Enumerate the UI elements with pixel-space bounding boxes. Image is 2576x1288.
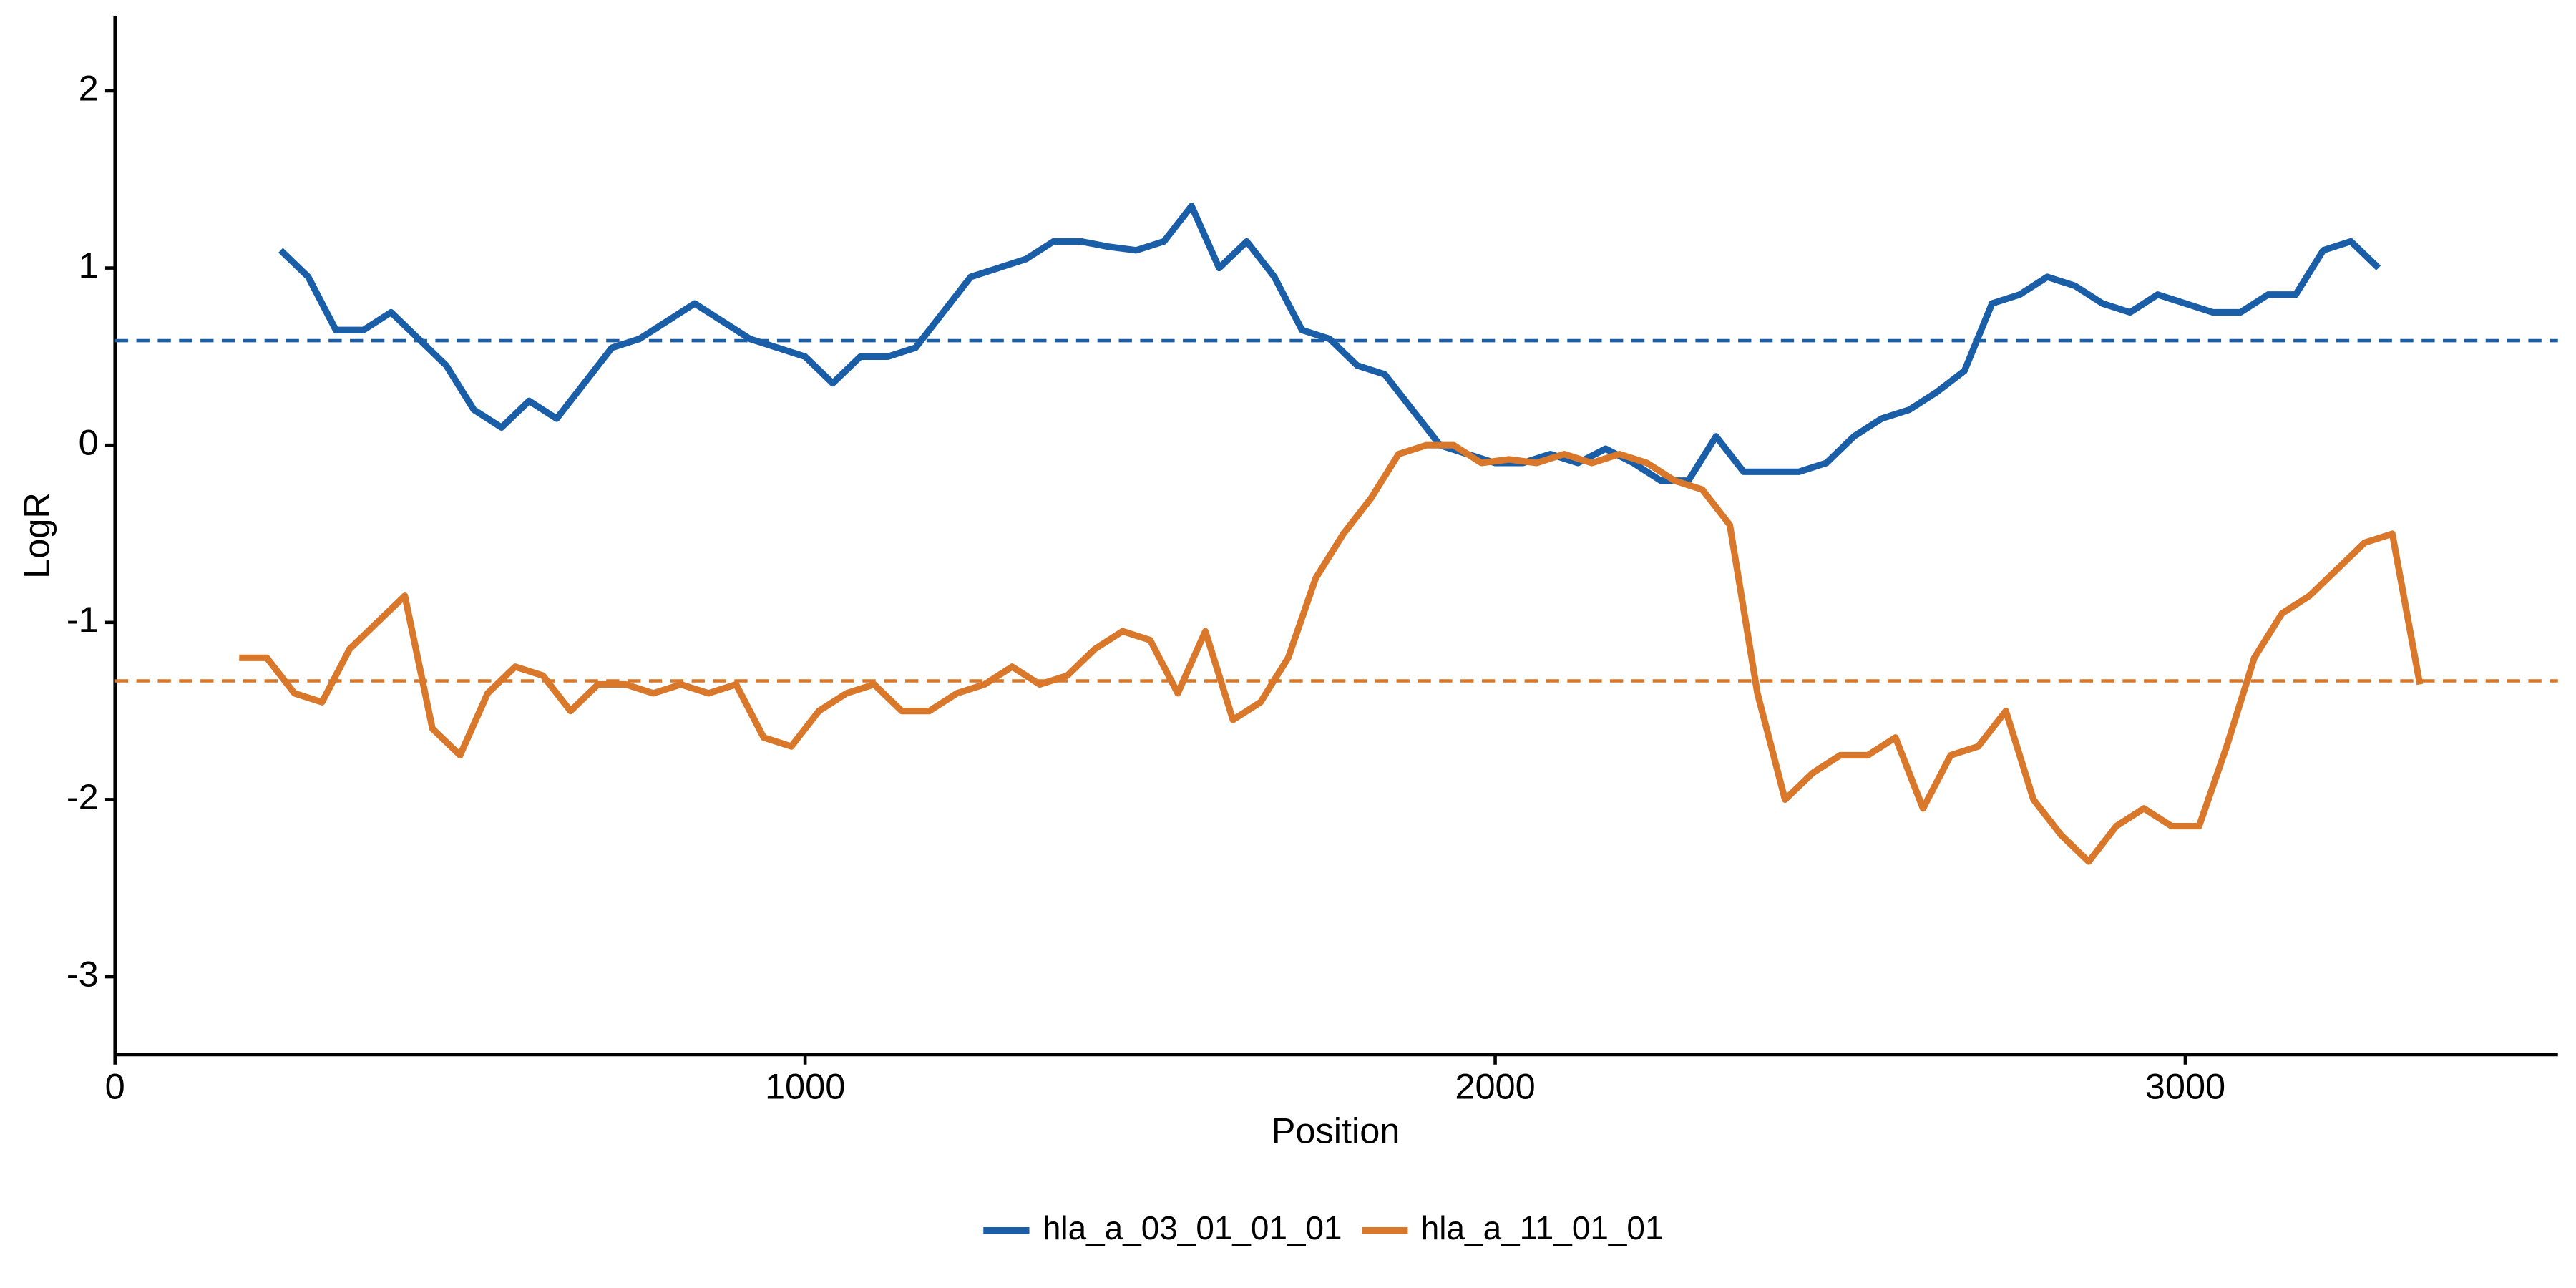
x-tick-label: 2000 — [1455, 1066, 1535, 1107]
y-tick-label: 0 — [79, 422, 99, 463]
legend-label: hla_a_11_01_01 — [1421, 1209, 1664, 1246]
x-tick-label: 0 — [105, 1066, 125, 1107]
x-tick-label: 3000 — [2145, 1066, 2225, 1107]
y-tick-label: -3 — [67, 953, 99, 994]
y-axis-title: LogR — [16, 492, 57, 579]
legend-label: hla_a_03_01_01_01 — [1043, 1209, 1342, 1246]
x-tick-label: 1000 — [765, 1066, 845, 1107]
y-tick-label: -2 — [67, 776, 99, 817]
y-tick-label: -1 — [67, 599, 99, 640]
y-tick-label: 2 — [79, 67, 99, 108]
data-line — [239, 441, 2424, 865]
y-tick-label: 1 — [79, 245, 99, 286]
x-axis-title: Position — [1272, 1111, 1400, 1151]
legend: hla_a_03_01_01_01 hla_a_11_01_01 — [983, 1209, 1663, 1246]
